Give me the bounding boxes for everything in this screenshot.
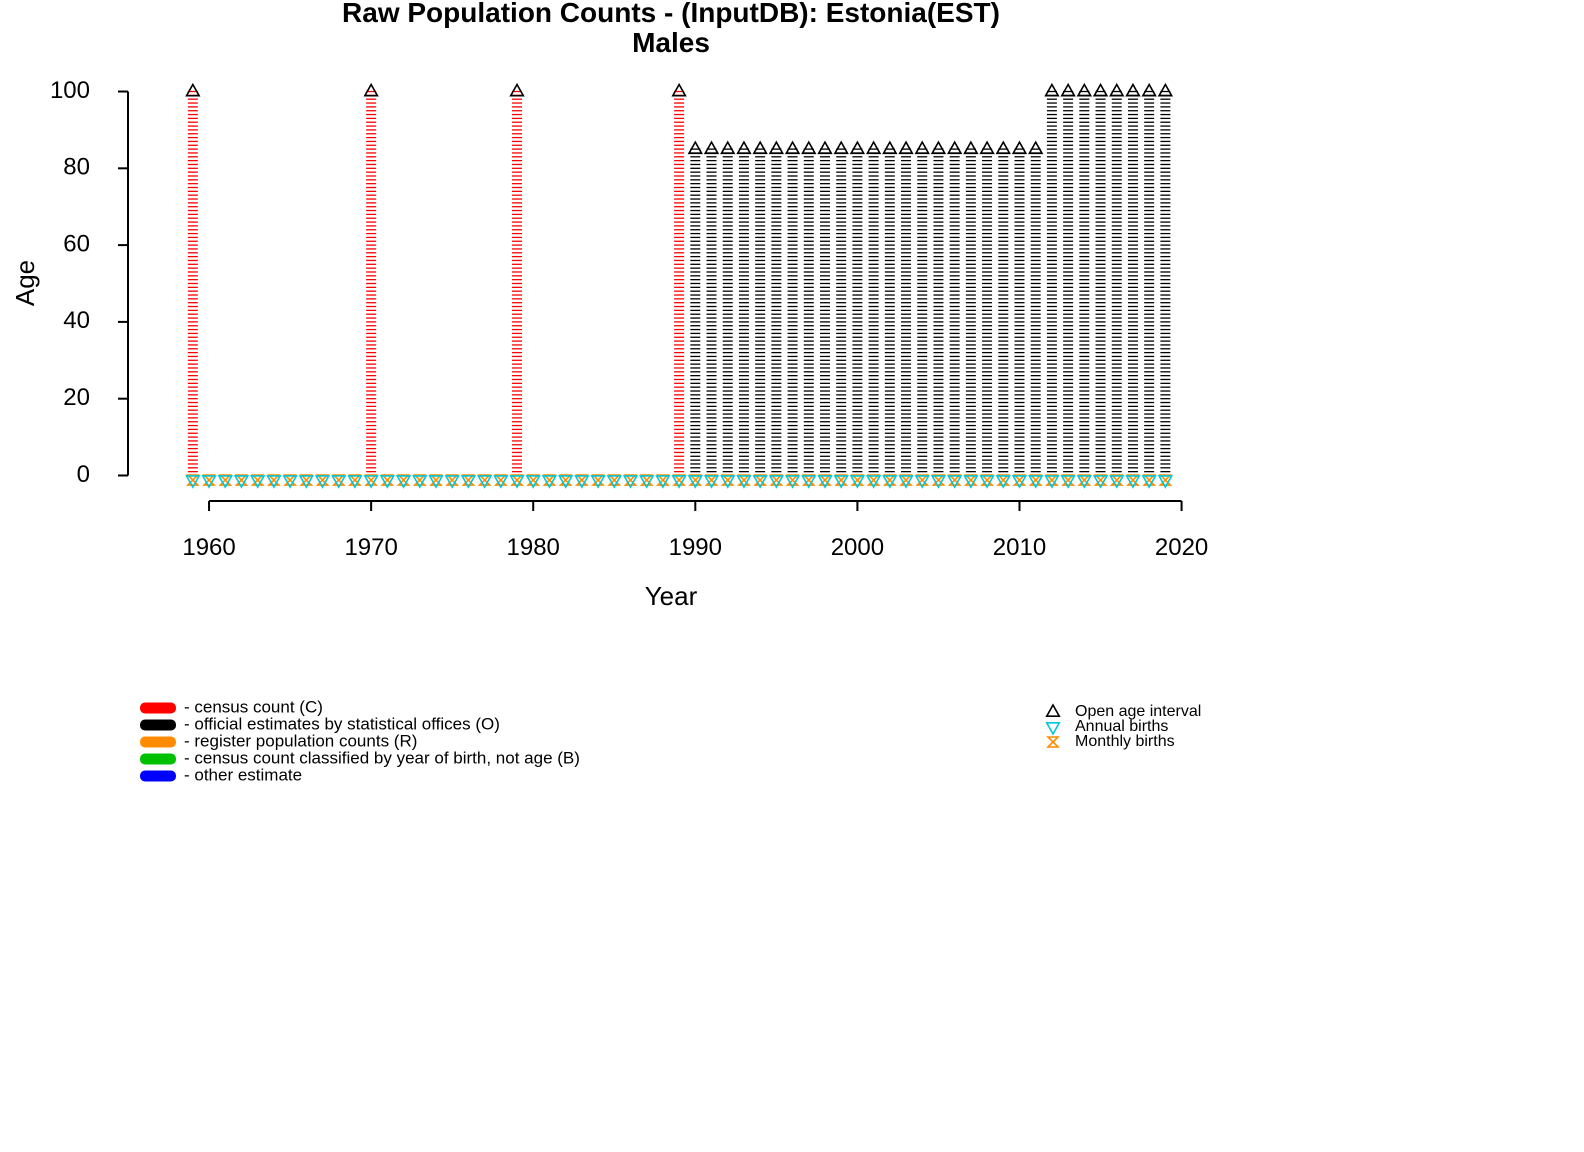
- open-age-triangle-icon: [802, 142, 815, 153]
- open-age-triangle-icon: [1047, 705, 1060, 716]
- open-age-triangle-icon: [689, 142, 702, 153]
- open-age-triangle-icon: [1062, 85, 1075, 96]
- open-age-triangle-icon: [867, 142, 880, 153]
- x-tick-label: 2010: [993, 534, 1046, 561]
- open-age-triangle-icon: [948, 142, 961, 153]
- y-tick-label: 20: [63, 384, 90, 411]
- y-tick-label: 100: [50, 77, 90, 104]
- legend-swatch: [140, 737, 176, 748]
- monthly-births-icon: [1048, 737, 1058, 747]
- open-age-triangle-icon: [673, 85, 686, 96]
- legend-right: Open age intervalAnnual birthsMonthly bi…: [1075, 703, 1201, 750]
- x-tick-label: 1980: [507, 534, 560, 561]
- chart-stage: Raw Population Counts - (InputDB): Eston…: [0, 0, 1584, 1152]
- x-tick-label: 1970: [344, 534, 397, 561]
- open-age-triangle-icon: [721, 142, 734, 153]
- open-age-triangle-icon: [511, 85, 524, 96]
- legend-left: - census count (C)- official estimates b…: [140, 697, 580, 784]
- open-age-triangle-icon: [997, 142, 1010, 153]
- open-age-triangle-icon: [1094, 85, 1107, 96]
- legend-swatch: [140, 771, 176, 782]
- chart-title-line2: Males: [632, 27, 710, 58]
- y-tick-label: 80: [63, 154, 90, 181]
- open-age-triangle-icon: [786, 142, 799, 153]
- annual-births-icon: [1047, 723, 1060, 734]
- legend-label: Monthly births: [1075, 733, 1175, 750]
- open-age-triangle-icon: [900, 142, 913, 153]
- chart-svg: Raw Population Counts - (InputDB): Eston…: [0, 0, 1584, 1152]
- open-age-triangle-icon: [1029, 142, 1042, 153]
- open-age-triangle-icon: [187, 85, 200, 96]
- chart-title-line1: Raw Population Counts - (InputDB): Eston…: [342, 0, 1000, 28]
- open-age-triangle-icon: [932, 142, 945, 153]
- legend-swatch: [140, 720, 176, 731]
- x-tick-label: 1960: [182, 534, 235, 561]
- open-age-triangle-icon: [819, 142, 832, 153]
- y-axis-label: Age: [10, 260, 40, 306]
- y-tick-label: 0: [77, 461, 90, 488]
- legend-swatch: [140, 703, 176, 714]
- open-age-triangle-icon: [770, 142, 783, 153]
- open-age-triangle-icon: [1046, 85, 1059, 96]
- open-age-triangle-icon: [981, 142, 994, 153]
- x-tick-label: 1990: [669, 534, 722, 561]
- open-age-triangle-icon: [1127, 85, 1140, 96]
- x-tick-label: 2000: [831, 534, 884, 561]
- open-age-triangle-icon: [1159, 85, 1172, 96]
- open-age-triangle-icon: [1110, 85, 1123, 96]
- legend-label: - other estimate: [184, 765, 302, 784]
- open-age-triangle-icon: [916, 142, 929, 153]
- open-age-triangle-icon: [1143, 85, 1156, 96]
- open-age-triangle-icon: [705, 142, 718, 153]
- x-tick-label: 2020: [1155, 534, 1208, 561]
- open-age-triangle-icon: [738, 142, 751, 153]
- y-tick-label: 60: [63, 230, 90, 257]
- legend-swatch: [140, 754, 176, 765]
- open-age-triangle-icon: [1013, 142, 1026, 153]
- y-tick-label: 40: [63, 307, 90, 334]
- open-age-triangle-icon: [884, 142, 897, 153]
- open-age-triangle-icon: [965, 142, 978, 153]
- open-age-triangle-icon: [1078, 85, 1091, 96]
- open-age-triangle-icon: [365, 85, 378, 96]
- open-age-triangle-icon: [754, 142, 767, 153]
- open-age-triangle-icon: [835, 142, 848, 153]
- x-axis-label: Year: [645, 581, 698, 611]
- open-age-triangle-icon: [851, 142, 864, 153]
